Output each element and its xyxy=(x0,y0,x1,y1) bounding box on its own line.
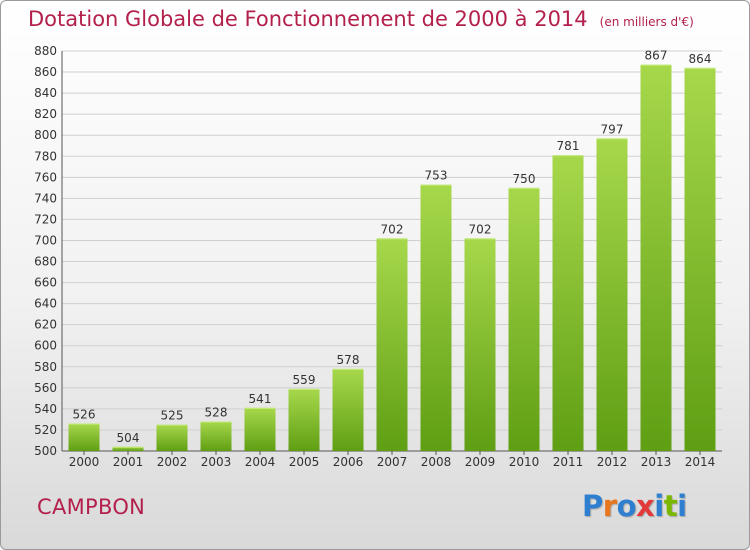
logo-letter: t xyxy=(663,489,678,523)
bar xyxy=(112,446,144,451)
x-tick-label: 2012 xyxy=(597,455,628,469)
y-tick-label: 560 xyxy=(34,381,57,395)
data-label: 750 xyxy=(513,172,536,186)
commune-name: CAMPBON xyxy=(37,495,146,519)
y-tick-label: 500 xyxy=(34,444,57,458)
logo-letter: P xyxy=(582,489,603,523)
y-tick-label: 740 xyxy=(34,191,57,205)
logo-letter: r xyxy=(602,489,617,523)
x-tick-label: 2000 xyxy=(69,455,100,469)
bar xyxy=(640,64,672,452)
data-label: 864 xyxy=(689,52,712,66)
y-tick-label: 640 xyxy=(34,297,57,311)
data-label: 528 xyxy=(205,406,228,420)
y-tick-label: 520 xyxy=(34,423,57,437)
y-tick-label: 600 xyxy=(34,339,57,353)
data-label: 541 xyxy=(249,392,272,406)
x-tick-label: 2010 xyxy=(509,455,540,469)
y-tick-label: 540 xyxy=(34,402,57,416)
data-label: 559 xyxy=(293,373,316,387)
y-tick-label: 680 xyxy=(34,255,57,269)
data-label: 797 xyxy=(601,122,624,136)
bar xyxy=(68,423,100,451)
x-tick-label: 2013 xyxy=(641,455,672,469)
bar xyxy=(684,67,716,451)
y-tick-label: 880 xyxy=(34,44,57,58)
proxiti-logo[interactable]: Proxiti xyxy=(582,489,687,523)
bar xyxy=(596,138,628,452)
data-label: 867 xyxy=(645,49,668,63)
bar xyxy=(376,238,408,451)
logo-letter: x xyxy=(636,489,655,523)
bar xyxy=(420,184,452,451)
bar xyxy=(156,424,188,451)
data-label: 525 xyxy=(161,409,184,423)
bar xyxy=(332,368,364,451)
data-label: 578 xyxy=(337,353,360,367)
data-label: 526 xyxy=(73,408,96,422)
bar xyxy=(288,388,320,451)
y-tick-label: 820 xyxy=(34,107,57,121)
x-tick-label: 2004 xyxy=(245,455,276,469)
y-tick-label: 700 xyxy=(34,233,57,247)
x-tick-label: 2009 xyxy=(465,455,496,469)
data-label: 702 xyxy=(381,222,404,236)
chart-title: Dotation Globale de Fonctionnement de 20… xyxy=(28,7,694,31)
bar xyxy=(200,421,232,451)
x-tick-label: 2003 xyxy=(201,455,232,469)
x-tick-label: 2011 xyxy=(553,455,584,469)
x-tick-label: 2001 xyxy=(113,455,144,469)
data-label: 781 xyxy=(557,139,580,153)
logo-letter: i xyxy=(654,489,664,523)
data-label: 504 xyxy=(117,431,140,445)
x-tick-label: 2002 xyxy=(157,455,188,469)
y-tick-label: 860 xyxy=(34,65,57,79)
chart-title-text: Dotation Globale de Fonctionnement de 20… xyxy=(28,7,588,31)
bar xyxy=(464,238,496,451)
y-tick-label: 800 xyxy=(34,128,57,142)
axes: 500 520 540 560 580 600 620 640 660 680 700 720 740 7… xyxy=(34,44,722,469)
y-tick-label: 840 xyxy=(34,86,57,100)
y-tick-label: 760 xyxy=(34,170,57,184)
data-label: 702 xyxy=(469,222,492,236)
bar xyxy=(244,407,276,451)
x-tick-label: 2008 xyxy=(421,455,452,469)
y-tick-label: 580 xyxy=(34,360,57,374)
logo-letter: o xyxy=(616,489,637,523)
x-tick-label: 2014 xyxy=(685,455,716,469)
logo-letter: i xyxy=(677,489,687,523)
x-tick-label: 2007 xyxy=(377,455,408,469)
bar xyxy=(508,187,540,451)
y-tick-label: 720 xyxy=(34,212,57,226)
chart-subtitle: (en milliers d'€) xyxy=(599,15,694,29)
bar xyxy=(552,155,584,452)
labels: 526 504 525 528 541 559 578 702 753 702 750 781 797 8… xyxy=(73,49,712,445)
y-tick-label: 780 xyxy=(34,149,57,163)
x-tick-label: 2005 xyxy=(289,455,320,469)
x-tick-label: 2006 xyxy=(333,455,364,469)
data-label: 753 xyxy=(425,169,448,183)
y-tick-label: 660 xyxy=(34,276,57,290)
bars xyxy=(68,64,716,452)
y-tick-label: 620 xyxy=(34,318,57,332)
